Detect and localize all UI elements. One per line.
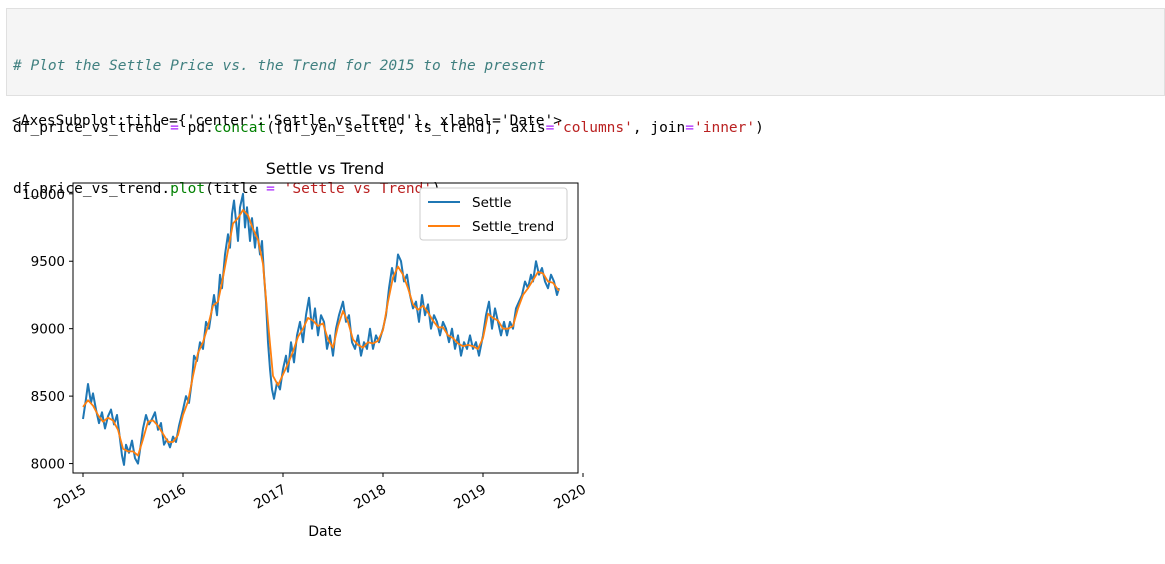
code-token: ([df_yen_settle, ts_trend], axis bbox=[266, 119, 546, 136]
legend-label-settle: Settle bbox=[472, 195, 512, 211]
y-tick-label: 8500 bbox=[31, 389, 65, 405]
code-token: = bbox=[161, 119, 188, 136]
output-repr: <AxesSubplot:title={'center':'Settle vs … bbox=[12, 113, 562, 129]
x-tick-label: 2018 bbox=[351, 482, 389, 513]
x-tick-label: 2019 bbox=[451, 482, 489, 513]
x-tick-label: 2016 bbox=[151, 482, 189, 513]
y-tick-label: 9500 bbox=[31, 254, 65, 270]
code-token: , join bbox=[632, 119, 686, 136]
plot-frame bbox=[72, 182, 579, 474]
code-token: 'Settle vs Trend' bbox=[283, 181, 433, 197]
code-token: 'inner' bbox=[694, 119, 756, 136]
legend: Settle Settle_trend bbox=[419, 187, 568, 241]
code-token: = bbox=[685, 119, 694, 136]
x-tick-label: 2020 bbox=[551, 482, 589, 513]
code-cell[interactable]: # Plot the Settle Price vs. the Trend fo… bbox=[6, 8, 1165, 197]
x-axis: 2015 2016 2017 2018 2019 2020 bbox=[51, 473, 589, 513]
code-comment: # Plot the Settle Price vs. the Trend fo… bbox=[13, 58, 546, 74]
code-line-2: df_price_vs_trend = pd.concat([df_yen_se… bbox=[13, 118, 1164, 139]
code-token: plot bbox=[170, 181, 206, 197]
code-token: 'columns' bbox=[554, 119, 633, 136]
series-layer bbox=[82, 192, 560, 466]
code-token: = bbox=[545, 119, 555, 136]
series-line-settle-trend bbox=[82, 209, 560, 457]
code-token: pd. bbox=[187, 119, 214, 136]
code-token: df_price_vs_trend. bbox=[13, 181, 171, 197]
legend-label-settle-trend: Settle_trend bbox=[472, 219, 554, 235]
chart-title: Settle vs Trend bbox=[266, 159, 385, 178]
y-tick-label: 10000 bbox=[22, 187, 65, 203]
code-line-1: # Plot the Settle Price vs. the Trend fo… bbox=[13, 56, 1164, 77]
x-tick-label: 2015 bbox=[51, 482, 89, 513]
y-tick-label: 8000 bbox=[31, 457, 65, 473]
x-tick-label: 2017 bbox=[251, 482, 289, 513]
code-token: df_price_vs_trend bbox=[13, 119, 162, 136]
code-token: = bbox=[266, 181, 275, 197]
code-line-3: df_price_vs_trend.plot(title = 'Settle v… bbox=[13, 179, 1164, 200]
code-token: ) bbox=[755, 119, 764, 136]
x-axis-label: Date bbox=[308, 524, 341, 540]
y-tick-label: 9000 bbox=[31, 322, 65, 338]
series-line-settle bbox=[82, 192, 560, 466]
y-axis: 8000 8500 9000 9500 10000 bbox=[22, 187, 73, 473]
code-token: concat bbox=[213, 119, 267, 136]
code-token: (title bbox=[205, 181, 267, 197]
line-chart: Settle vs Trend 8000 8500 9000 9500 10000 20… bbox=[22, 159, 589, 540]
